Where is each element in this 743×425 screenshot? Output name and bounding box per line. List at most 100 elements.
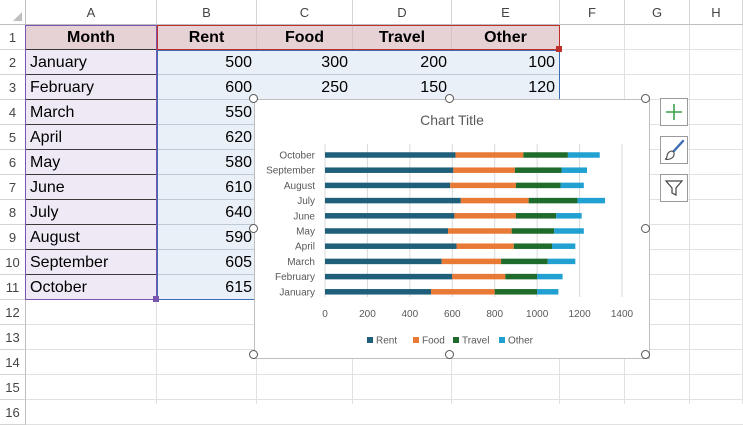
y-tick-label: March bbox=[287, 257, 315, 268]
row-header-6[interactable]: 6 bbox=[0, 150, 26, 175]
chart-elements-button[interactable] bbox=[660, 98, 688, 126]
cell-travel[interactable]: 200 bbox=[353, 50, 452, 75]
cell-month[interactable]: March bbox=[26, 100, 157, 125]
row-header-3[interactable]: 3 bbox=[0, 75, 26, 100]
chart-filters-button[interactable] bbox=[660, 174, 688, 202]
cell-month[interactable]: October bbox=[26, 275, 157, 300]
row-header-10[interactable]: 10 bbox=[0, 250, 26, 275]
x-tick-label: 1000 bbox=[526, 309, 549, 320]
chart-resize-handle[interactable] bbox=[249, 94, 258, 103]
row-header-2[interactable]: 2 bbox=[0, 50, 26, 75]
bar-food bbox=[448, 228, 512, 234]
cell-month[interactable]: January bbox=[26, 50, 157, 75]
cell-rent[interactable]: 605 bbox=[157, 250, 257, 275]
y-tick-label: September bbox=[266, 166, 316, 177]
row-header-5[interactable]: 5 bbox=[0, 125, 26, 150]
x-tick-label: 800 bbox=[486, 309, 503, 320]
bar-food bbox=[452, 273, 506, 280]
y-tick-label: October bbox=[279, 151, 315, 162]
bar-rent bbox=[325, 152, 456, 158]
row-header-11[interactable]: 11 bbox=[0, 275, 26, 300]
row-header-8[interactable]: 8 bbox=[0, 200, 26, 225]
select-all-corner[interactable] bbox=[0, 0, 26, 25]
chart-resize-handle[interactable] bbox=[445, 350, 454, 359]
header-cell-food[interactable]: Food bbox=[257, 25, 353, 50]
bar-travel bbox=[514, 167, 562, 173]
header-cell-rent[interactable]: Rent bbox=[157, 25, 257, 50]
cell-rent[interactable]: 640 bbox=[157, 200, 257, 225]
cell-other[interactable]: 100 bbox=[452, 50, 560, 75]
y-tick-label: July bbox=[297, 196, 315, 207]
row-header-4[interactable]: 4 bbox=[0, 100, 26, 125]
cell-rent[interactable]: 620 bbox=[157, 125, 257, 150]
column-header-e[interactable]: E bbox=[452, 0, 560, 25]
column-header-d[interactable]: D bbox=[353, 0, 452, 25]
chart-resize-handle[interactable] bbox=[641, 350, 650, 359]
cell-travel[interactable]: 150 bbox=[353, 75, 452, 100]
cell-rent[interactable]: 580 bbox=[157, 150, 257, 175]
column-header-g[interactable]: G bbox=[625, 0, 690, 25]
cell-month[interactable]: May bbox=[26, 150, 157, 175]
header-cell-other[interactable]: Other bbox=[452, 25, 560, 50]
gridline bbox=[26, 374, 743, 375]
chart-title: Chart Title bbox=[420, 112, 484, 128]
chart-resize-handle[interactable] bbox=[249, 350, 258, 359]
cell-other[interactable]: 120 bbox=[452, 75, 560, 100]
row-header-12[interactable]: 12 bbox=[0, 300, 26, 325]
row-header-1[interactable]: 1 bbox=[0, 25, 26, 50]
bar-other bbox=[554, 228, 584, 234]
column-header-b[interactable]: B bbox=[157, 0, 257, 25]
cell-month[interactable]: September bbox=[26, 250, 157, 275]
bar-food bbox=[455, 152, 524, 158]
bar-travel bbox=[501, 258, 548, 265]
y-tick-label: May bbox=[296, 227, 315, 238]
funnel-icon bbox=[664, 180, 684, 196]
bar-food bbox=[460, 197, 529, 204]
x-tick-label: 1200 bbox=[568, 309, 591, 320]
row-header-14[interactable]: 14 bbox=[0, 350, 26, 375]
cell-rent[interactable]: 550 bbox=[157, 100, 257, 125]
chart-resize-handle[interactable] bbox=[641, 94, 650, 103]
legend-swatch bbox=[453, 337, 459, 343]
column-header-f[interactable]: F bbox=[560, 0, 625, 25]
chart-resize-handle[interactable] bbox=[249, 224, 258, 233]
cell-rent[interactable]: 590 bbox=[157, 225, 257, 250]
cell-month[interactable]: August bbox=[26, 225, 157, 250]
chart-resize-handle[interactable] bbox=[445, 94, 454, 103]
gridline bbox=[689, 25, 690, 404]
column-header-c[interactable]: C bbox=[257, 0, 353, 25]
cell-food[interactable]: 300 bbox=[257, 50, 353, 75]
cell-month[interactable]: February bbox=[26, 75, 157, 100]
cell-rent[interactable]: 500 bbox=[157, 50, 257, 75]
legend-entry: Travel bbox=[462, 336, 489, 347]
selection-handle-header[interactable] bbox=[556, 46, 562, 52]
row-header-9[interactable]: 9 bbox=[0, 225, 26, 250]
cell-rent[interactable]: 615 bbox=[157, 275, 257, 300]
chart-area[interactable]: Chart Title 0 200 400 600 800 1000 1200 1400 Octo… bbox=[254, 99, 650, 359]
legend-entry: Rent bbox=[376, 336, 397, 347]
row-header-13[interactable]: 13 bbox=[0, 325, 26, 350]
cell-month[interactable]: April bbox=[26, 125, 157, 150]
row-header-7[interactable]: 7 bbox=[0, 175, 26, 200]
gridline bbox=[26, 399, 743, 400]
chart-styles-button[interactable] bbox=[660, 136, 688, 164]
x-tick-label: 600 bbox=[444, 309, 461, 320]
cell-rent[interactable]: 600 bbox=[157, 75, 257, 100]
column-header-h[interactable]: H bbox=[690, 0, 743, 25]
cell-month[interactable]: June bbox=[26, 175, 157, 200]
bar-food bbox=[441, 258, 502, 265]
selection-handle-a[interactable] bbox=[153, 296, 159, 302]
header-cell-month[interactable]: Month bbox=[26, 25, 157, 50]
bar-other bbox=[560, 182, 584, 189]
row-header-15[interactable]: 15 bbox=[0, 375, 26, 400]
header-cell-travel[interactable]: Travel bbox=[353, 25, 452, 50]
x-tick-label: 0 bbox=[322, 309, 328, 320]
bar-rent bbox=[325, 258, 442, 265]
column-header-a[interactable]: A bbox=[26, 0, 157, 25]
cell-food[interactable]: 250 bbox=[257, 75, 353, 100]
chart-resize-handle[interactable] bbox=[641, 224, 650, 233]
cell-rent[interactable]: 610 bbox=[157, 175, 257, 200]
bar-food bbox=[453, 167, 515, 173]
bar-rent bbox=[325, 289, 432, 295]
cell-month[interactable]: July bbox=[26, 200, 157, 225]
